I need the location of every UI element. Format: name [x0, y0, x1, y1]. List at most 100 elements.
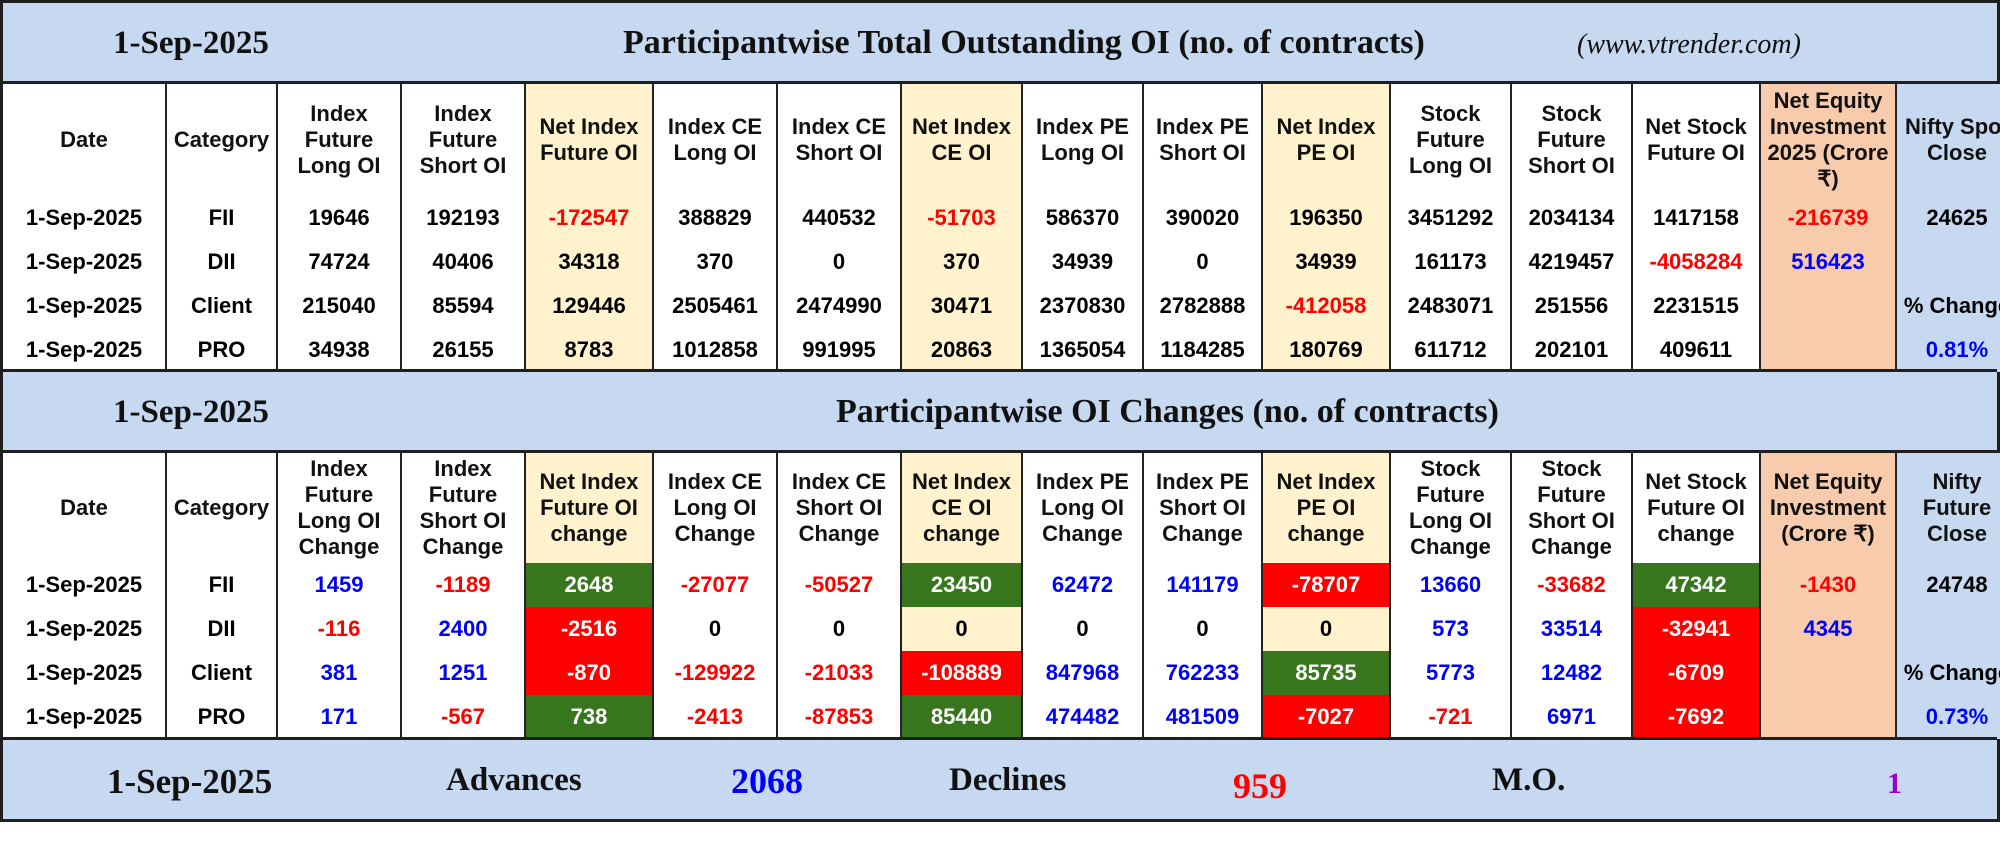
value-cell: 4219457: [1511, 240, 1633, 284]
value-cell: 762233: [1143, 651, 1263, 695]
value-cell: 171: [277, 695, 402, 739]
value-cell: 129446: [525, 284, 654, 328]
column-header: Net Index Future OI change: [525, 453, 654, 563]
nifty-cell: 24748: [1896, 563, 2000, 607]
date-cell: 1-Sep-2025: [3, 240, 167, 284]
advances-label: Advances: [446, 762, 582, 798]
value-cell: 611712: [1390, 328, 1512, 372]
value-cell: 8783: [525, 328, 654, 372]
nifty-cell: [1896, 607, 2000, 651]
value-cell: 215040: [277, 284, 402, 328]
value-cell: 0: [1262, 607, 1391, 651]
value-cell: 1365054: [1022, 328, 1144, 372]
value-cell: -172547: [525, 196, 654, 240]
value-cell: 74724: [277, 240, 402, 284]
section1-title-band: 1-Sep-2025 Participantwise Total Outstan…: [3, 3, 1997, 81]
column-header: Index CE Short OI Change: [777, 453, 902, 563]
value-cell: 370: [653, 240, 778, 284]
value-cell: 409611: [1632, 328, 1761, 372]
value-cell: 0: [777, 607, 902, 651]
category-cell: DII: [166, 607, 278, 651]
value-cell: -33682: [1511, 563, 1633, 607]
value-cell: 388829: [653, 196, 778, 240]
value-cell: -21033: [777, 651, 902, 695]
value-cell: 2231515: [1632, 284, 1761, 328]
value-cell: -4058284: [1632, 240, 1761, 284]
value-cell: 2505461: [653, 284, 778, 328]
value-cell: 62472: [1022, 563, 1144, 607]
value-cell: 2648: [525, 563, 654, 607]
mo-value: 1: [1887, 767, 1902, 800]
equity-investment-cell: [1760, 695, 1897, 739]
category-cell: FII: [166, 196, 278, 240]
value-cell: -870: [525, 651, 654, 695]
value-cell: -108889: [901, 651, 1023, 695]
equity-investment-cell: 516423: [1760, 240, 1897, 284]
column-header: Category: [166, 453, 278, 563]
value-cell: 991995: [777, 328, 902, 372]
value-cell: 0: [777, 240, 902, 284]
value-cell: 19646: [277, 196, 402, 240]
column-header: Date: [3, 453, 167, 563]
value-cell: 161173: [1390, 240, 1512, 284]
nifty-cell: 0.81%: [1896, 328, 2000, 372]
value-cell: 370: [901, 240, 1023, 284]
table-row: 1-Sep-2025 FII 19646 192193 -172547 388829 440…: [3, 196, 2000, 240]
value-cell: -51703: [901, 196, 1023, 240]
value-cell: 13660: [1390, 563, 1512, 607]
value-cell: 1251: [401, 651, 526, 695]
value-cell: 5773: [1390, 651, 1512, 695]
nifty-cell: 24625: [1896, 196, 2000, 240]
value-cell: -50527: [777, 563, 902, 607]
table-row: 1-Sep-2025 FII 1459 -1189 2648 -27077 -50527 23…: [3, 563, 2000, 607]
column-header: Nifty Future Close: [1896, 453, 2000, 563]
column-header: Index CE Long OI: [653, 84, 778, 196]
value-cell: -7027: [1262, 695, 1391, 739]
value-cell: 1012858: [653, 328, 778, 372]
table-row: 1-Sep-2025 PRO 34938 26155 8783 1012858 991995…: [3, 328, 2000, 372]
value-cell: -27077: [653, 563, 778, 607]
divider: [3, 450, 1997, 453]
column-header: Net Index PE OI change: [1262, 453, 1391, 563]
value-cell: 0: [1022, 607, 1144, 651]
value-cell: 2782888: [1143, 284, 1263, 328]
value-cell: 390020: [1143, 196, 1263, 240]
value-cell: 1459: [277, 563, 402, 607]
declines-label: Declines: [949, 762, 1067, 798]
column-header: Index Future Short OI: [401, 84, 526, 196]
date-cell: 1-Sep-2025: [3, 284, 167, 328]
value-cell: 1184285: [1143, 328, 1263, 372]
value-cell: -1189: [401, 563, 526, 607]
category-cell: DII: [166, 240, 278, 284]
value-cell: 12482: [1511, 651, 1633, 695]
column-header: Date: [3, 84, 167, 196]
value-cell: -2516: [525, 607, 654, 651]
date-cell: 1-Sep-2025: [3, 563, 167, 607]
value-cell: 0: [1143, 607, 1263, 651]
value-cell: 2474990: [777, 284, 902, 328]
value-cell: -6709: [1632, 651, 1761, 695]
column-header: Net Index Future OI: [525, 84, 654, 196]
value-cell: 33514: [1511, 607, 1633, 651]
value-cell: 2034134: [1511, 196, 1633, 240]
nifty-cell: % Change: [1896, 651, 2000, 695]
value-cell: 26155: [401, 328, 526, 372]
oi-report: 1-Sep-2025 Participantwise Total Outstan…: [0, 0, 2000, 822]
divider: [3, 81, 1997, 84]
column-header: Index PE Long OI Change: [1022, 453, 1144, 563]
value-cell: 85735: [1262, 651, 1391, 695]
column-header: Index Future Short OI Change: [401, 453, 526, 563]
value-cell: 141179: [1143, 563, 1263, 607]
value-cell: 196350: [1262, 196, 1391, 240]
section2-title: Participantwise OI Changes (no. of contr…: [836, 393, 1499, 430]
section2-date: 1-Sep-2025: [113, 394, 269, 430]
divider: [3, 369, 1997, 372]
table-row: 1-Sep-2025 Client 381 1251 -870 -129922 -21033…: [3, 651, 2000, 695]
date-cell: 1-Sep-2025: [3, 328, 167, 372]
value-cell: 440532: [777, 196, 902, 240]
table-header-row: Date Category Index Future Long OI Change I…: [3, 453, 2000, 563]
value-cell: 2400: [401, 607, 526, 651]
column-header: Index PE Long OI: [1022, 84, 1144, 196]
value-cell: 34318: [525, 240, 654, 284]
value-cell: 192193: [401, 196, 526, 240]
